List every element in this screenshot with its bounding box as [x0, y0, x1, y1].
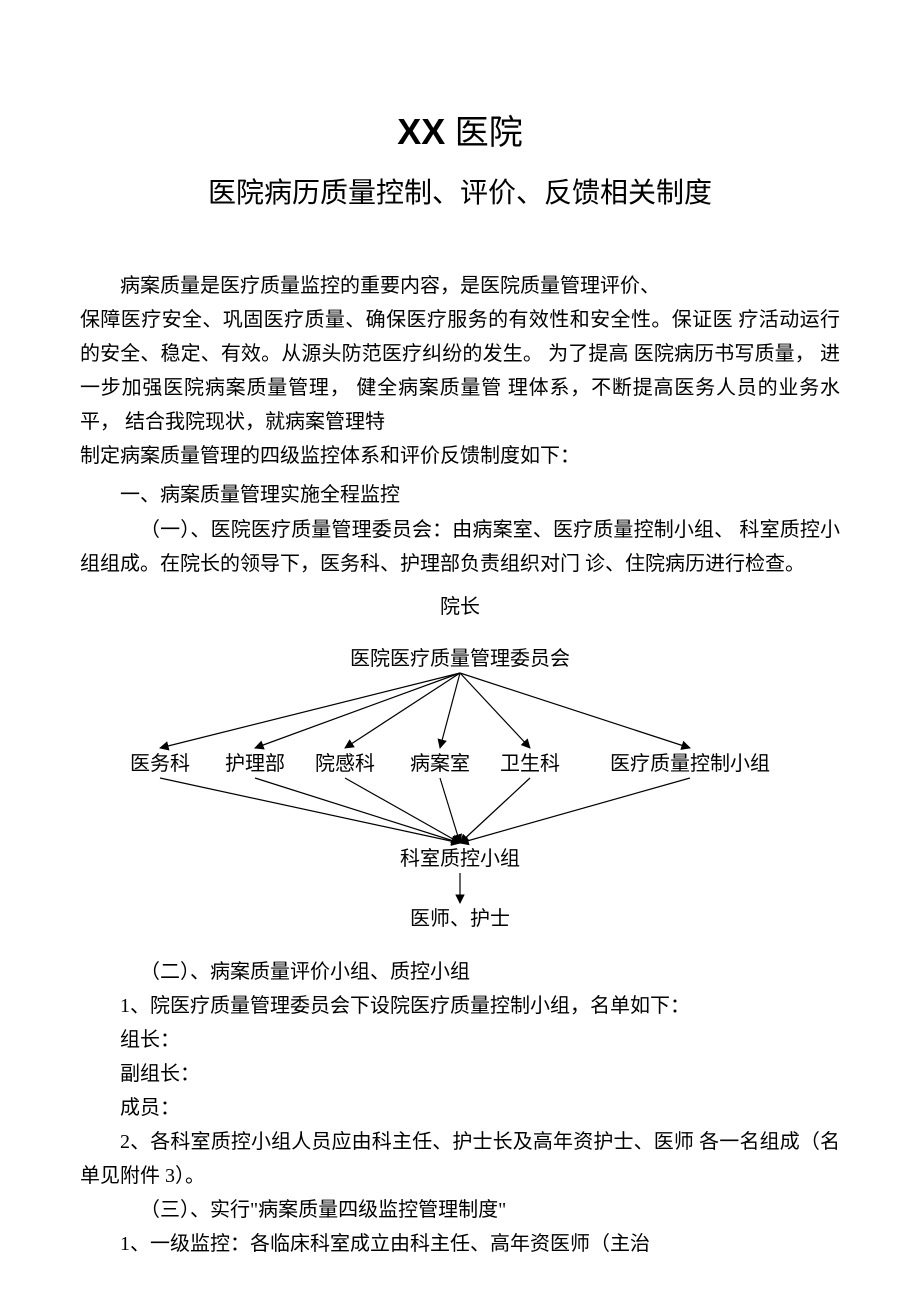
- title-prefix: XX: [397, 111, 445, 152]
- node-dept3: 院感科: [315, 752, 375, 775]
- node-qc-group: 科室质控小组: [400, 847, 520, 870]
- edge-committee-dept: [160, 673, 460, 748]
- title-suffix: 医院: [445, 114, 522, 152]
- leader-label: 组长：: [80, 1023, 840, 1057]
- node-dept5: 卫生科: [500, 752, 560, 775]
- document-subtitle: 医院病历质量控制、评价、反馈相关制度: [80, 169, 840, 219]
- members-label: 成员：: [80, 1091, 840, 1125]
- node-dept4: 病案室: [410, 752, 470, 775]
- node-dept6: 医疗质量控制小组: [610, 752, 770, 775]
- edge-dept-qc: [255, 778, 460, 843]
- document-title: XX 医院: [80, 100, 840, 165]
- node-committee: 医院医疗质量管理委员会: [350, 647, 570, 670]
- section-1-1: （一）、医院医疗质量管理委员会：由病案室、医疗质量控制小组、 科室质控小组组成。…: [80, 513, 840, 581]
- section-1-2: （二）、病案质量评价小组、质控小组: [80, 955, 840, 989]
- list-item-level1: 1、一级监控：各临床科室成立由科主任、高年资医师（主治: [80, 1227, 840, 1261]
- org-chart-svg: 医院医疗质量管理委员会医务科 护理部 院感科 病案室 卫生科 医疗质量控制小组科室质控小组…: [80, 635, 840, 945]
- edge-committee-dept: [255, 673, 460, 748]
- intro-paragraph-3: 制定病案质量管理的四级监控体系和评价反馈制度如下：: [80, 439, 840, 473]
- list-item-1: 1、院医疗质量管理委员会下设院医疗质量控制小组，名单如下：: [80, 989, 840, 1023]
- node-staff: 医师、护士: [410, 907, 510, 930]
- section-1-heading: 一、病案质量管理实施全程监控: [80, 477, 840, 513]
- list-item-2: 2、各科室质控小组人员应由科主任、护士长及高年资护士、医师 各一名组成（名单见附…: [80, 1125, 840, 1193]
- intro-paragraph-1: 病案质量是医疗质量监控的重要内容，是医院质量管理评价、: [80, 269, 840, 303]
- intro-paragraph-2: 保障医疗安全、巩固医疗质量、确保医疗服务的有效性和安全性。保证医 疗活动运行的安…: [80, 303, 840, 439]
- node-dept1: 医务科: [130, 752, 190, 775]
- vice-leader-label: 副组长：: [80, 1057, 840, 1091]
- node-dept2: 护理部: [225, 752, 285, 775]
- org-chart-diagram: 医院医疗质量管理委员会医务科 护理部 院感科 病案室 卫生科 医疗质量控制小组科室质控小组…: [80, 635, 840, 945]
- diagram-top-label: 院长: [80, 589, 840, 625]
- section-1-3: （三）、实行"病案质量四级监控管理制度": [80, 1193, 840, 1227]
- edge-dept-qc: [160, 778, 460, 843]
